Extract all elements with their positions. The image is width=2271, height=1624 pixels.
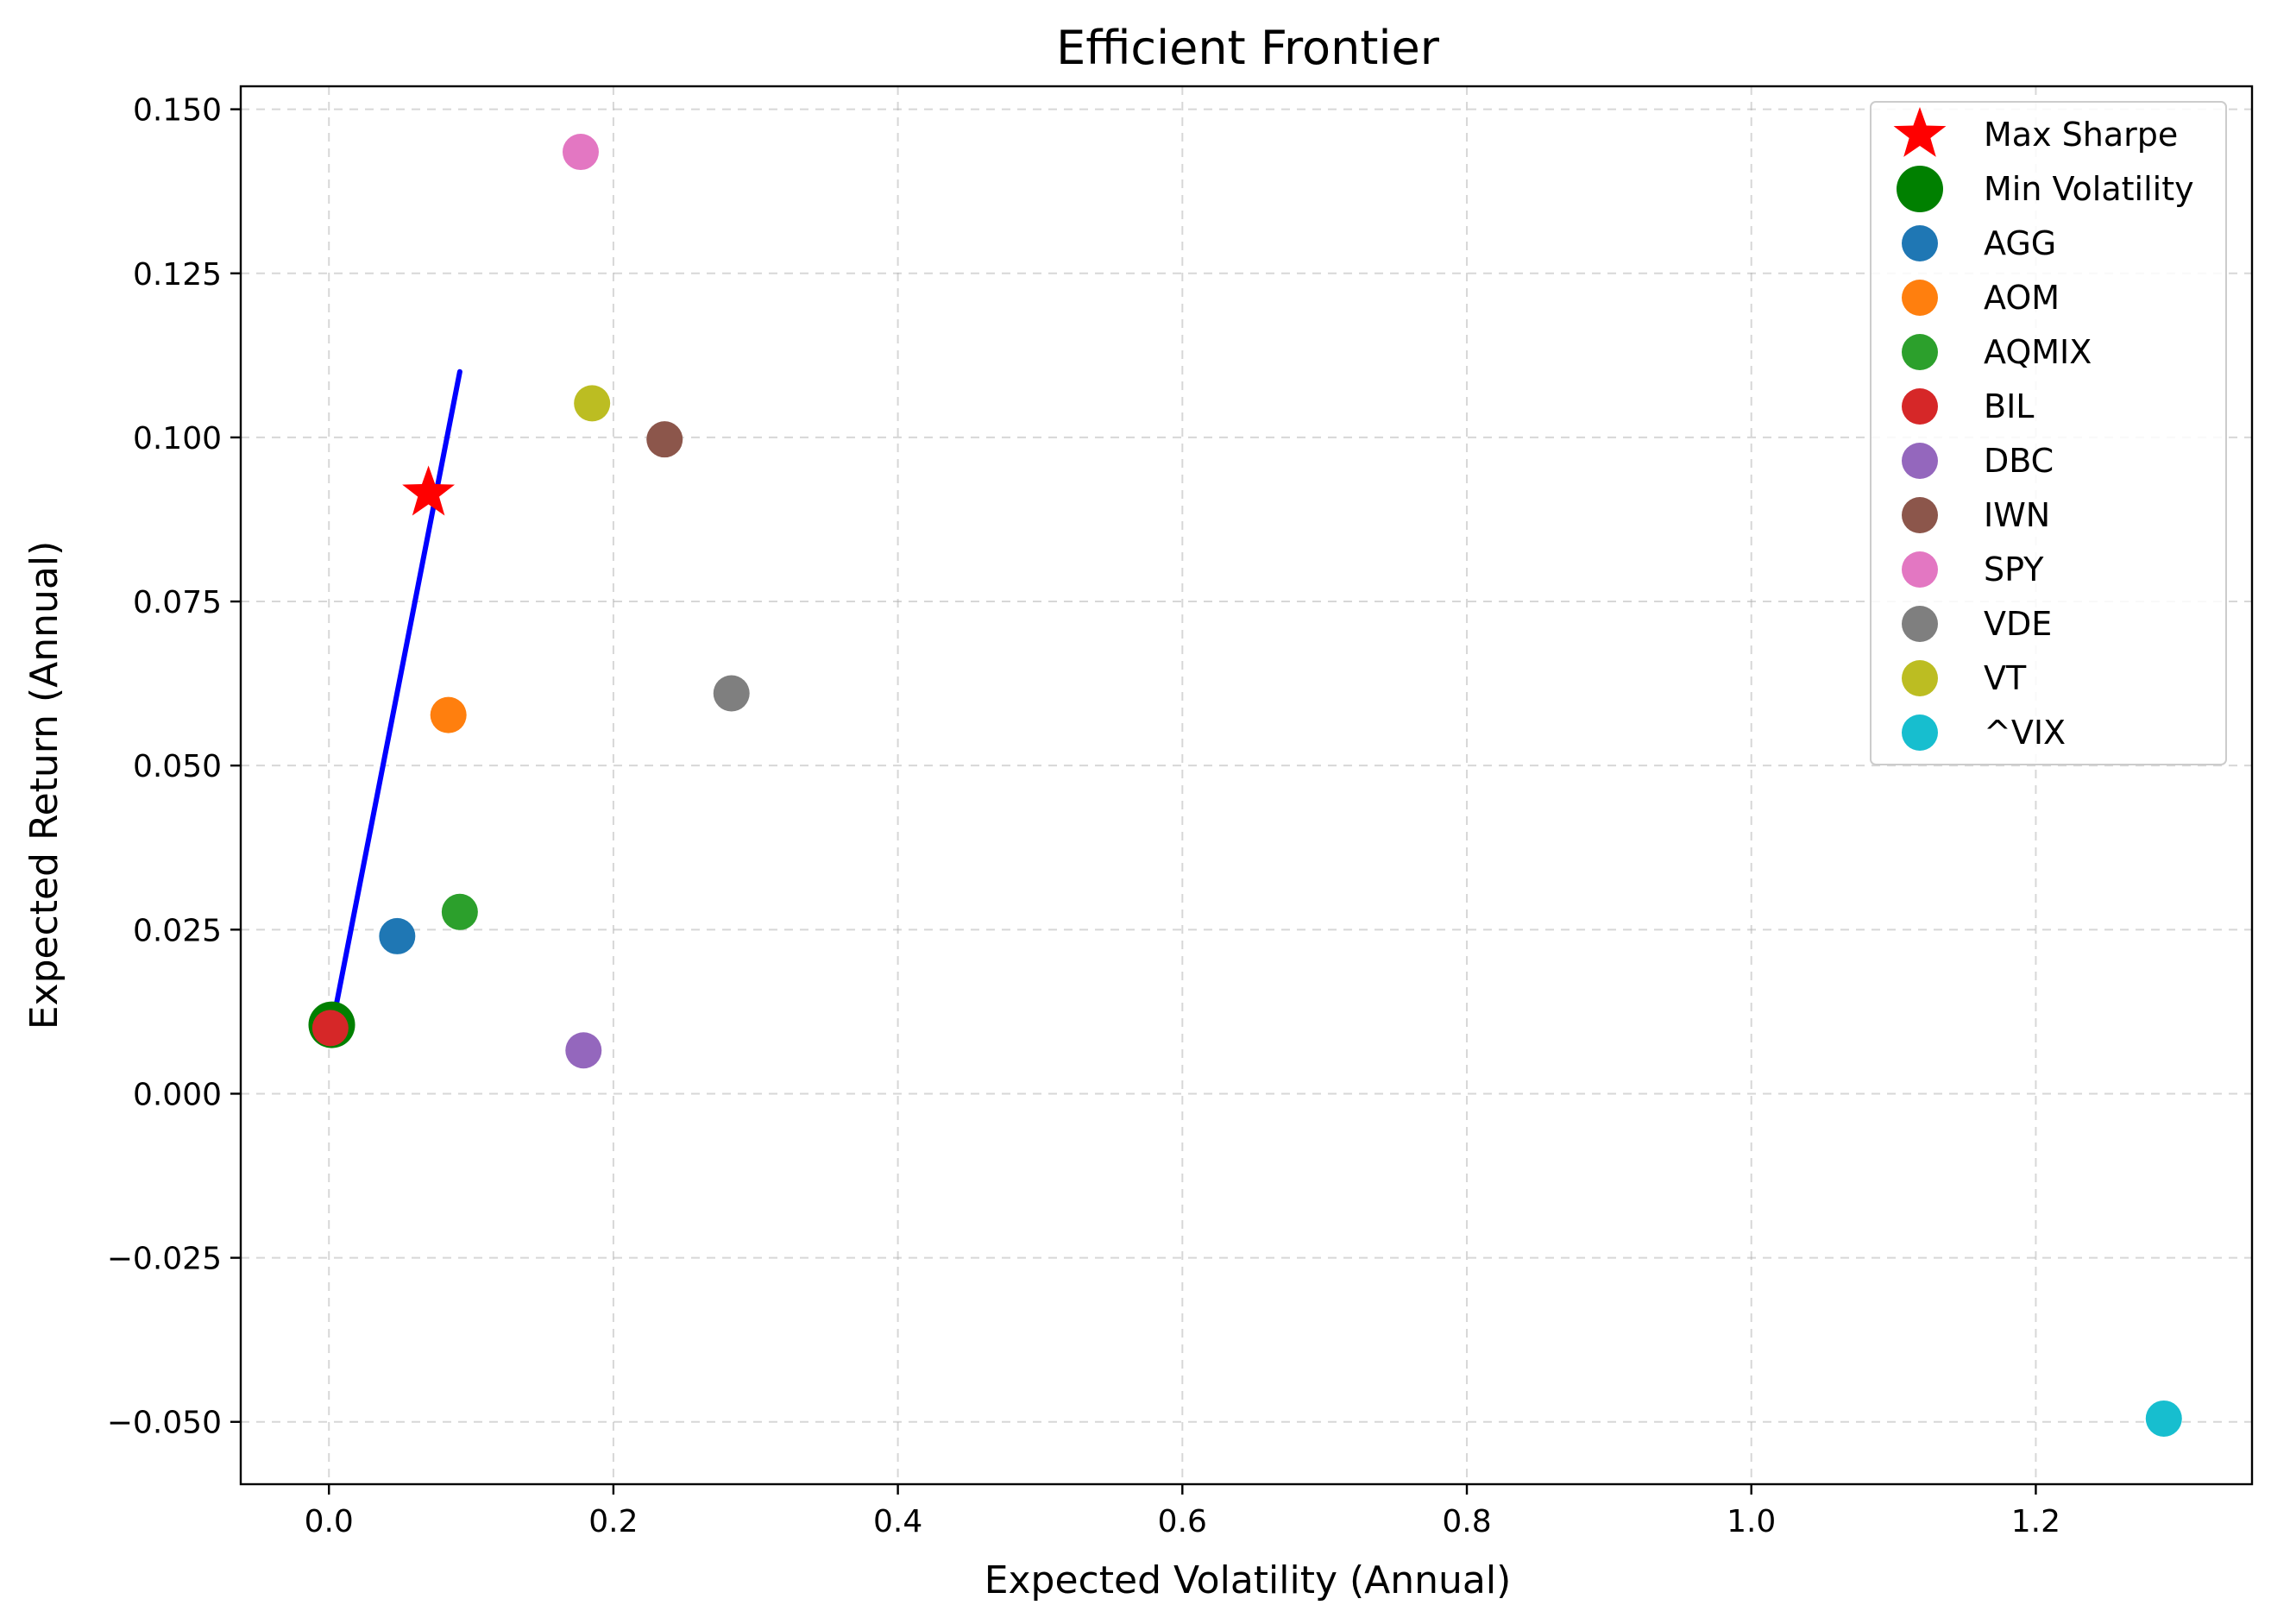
legend-marker-iwn xyxy=(1902,497,1938,533)
x-tick-label: 0.4 xyxy=(873,1504,922,1539)
legend-label-vix: ^VIX xyxy=(1984,714,2066,752)
y-axis-ticks: −0.050 −0.025 0.000 0.025 0.050 0.075 0.100 0.1… xyxy=(107,93,241,1441)
legend-label-vde: VDE xyxy=(1984,605,2052,643)
legend-marker-vde xyxy=(1902,606,1938,642)
x-tick-label: 1.2 xyxy=(2011,1504,2060,1539)
asset-point-iwn xyxy=(646,421,683,458)
legend-label-aom: AOM xyxy=(1984,279,2060,317)
legend-label-vt: VT xyxy=(1984,659,2027,697)
legend-marker-max-sharpe xyxy=(1893,107,1947,157)
y-tick-label: 0.125 xyxy=(133,257,222,293)
x-tick-label: 1.0 xyxy=(1727,1504,1776,1539)
legend-label-iwn: IWN xyxy=(1984,496,2050,534)
efficient-frontier-line xyxy=(329,368,462,1031)
legend: Max Sharpe Min Volatility AGG AOM AQMIX BIL DB… xyxy=(1870,101,2227,765)
asset-point-bil xyxy=(311,1010,349,1047)
legend-marker-vix xyxy=(1902,714,1938,751)
frontier-line-group xyxy=(329,368,462,1031)
y-tick-label: 0.050 xyxy=(133,749,222,784)
asset-point-aqmix xyxy=(441,893,478,930)
legend-label-min-volatility: Min Volatility xyxy=(1984,170,2194,208)
plot-frame xyxy=(239,85,2254,1486)
chart-title: Efficient Frontier xyxy=(1056,21,1440,75)
legend-label-spy: SPY xyxy=(1984,551,2044,589)
asset-point-vde xyxy=(713,675,750,712)
y-tick-label: 0.100 xyxy=(133,421,222,456)
y-tick-label: 0.075 xyxy=(133,585,222,620)
y-tick-label: 0.150 xyxy=(133,93,222,129)
legend-label-dbc: DBC xyxy=(1984,442,2054,480)
x-axis-label: Expected Volatility (Annual) xyxy=(985,1558,1512,1602)
y-tick-label: −0.050 xyxy=(107,1406,222,1441)
legend-marker-vt xyxy=(1902,660,1938,696)
x-tick-label: 0.2 xyxy=(588,1504,638,1539)
legend-label-bil: BIL xyxy=(1984,387,2034,425)
y-tick-label: 0.025 xyxy=(133,913,222,948)
asset-point-vix xyxy=(2145,1400,2182,1437)
asset-point-aom xyxy=(430,696,467,733)
asset-point-agg xyxy=(379,917,416,954)
x-tick-label: 0.6 xyxy=(1158,1504,1207,1539)
legend-marker-spy xyxy=(1902,551,1938,588)
legend-marker-aom xyxy=(1902,280,1938,316)
x-tick-label: 0.0 xyxy=(305,1504,354,1539)
x-tick-label: 0.8 xyxy=(1442,1504,1491,1539)
legend-label-aqmix: AQMIX xyxy=(1984,333,2092,371)
legend-marker-bil xyxy=(1902,388,1938,425)
y-tick-label: −0.025 xyxy=(107,1242,222,1277)
x-axis-ticks: 0.0 0.2 0.4 0.6 0.8 1.0 1.2 xyxy=(305,1484,2060,1539)
legend-box xyxy=(1870,101,2227,765)
asset-point-vt xyxy=(574,385,611,422)
legend-marker-aqmix xyxy=(1902,334,1938,370)
legend-marker-min-volatility xyxy=(1897,166,1943,212)
asset-point-spy xyxy=(562,134,599,171)
y-axis-label: Expected Return (Annual) xyxy=(22,541,66,1030)
scatter-points xyxy=(308,134,2182,1437)
legend-marker-agg xyxy=(1902,225,1938,261)
legend-label-agg: AGG xyxy=(1984,224,2056,262)
legend-marker-dbc xyxy=(1902,443,1938,479)
asset-point-dbc xyxy=(565,1032,602,1069)
y-tick-label: 0.000 xyxy=(133,1077,222,1112)
legend-label-max-sharpe: Max Sharpe xyxy=(1984,116,2178,154)
max-sharpe-star xyxy=(402,465,456,516)
